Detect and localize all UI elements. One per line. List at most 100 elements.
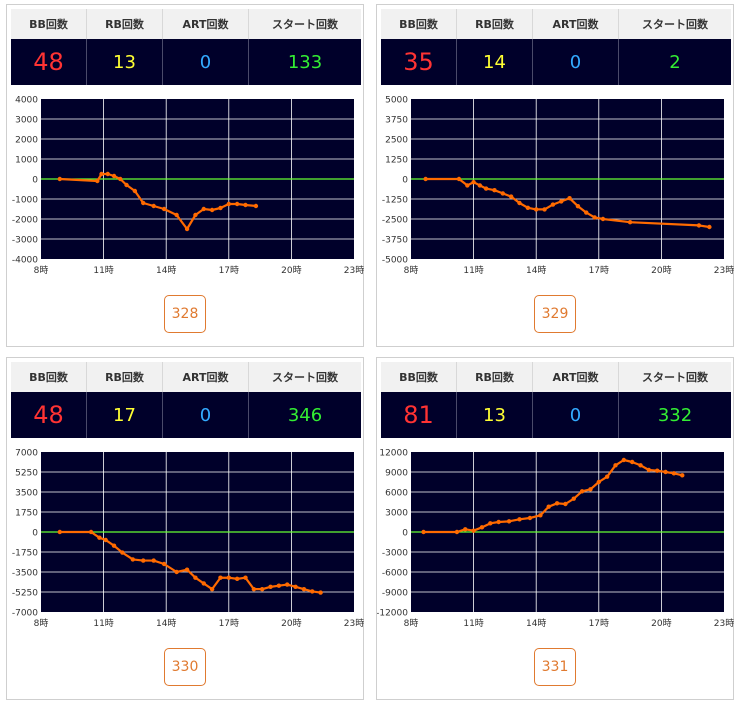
start-count: 346 (287, 404, 323, 426)
bb-header: BB回数 (381, 9, 457, 39)
x-tick-label: 23時 (714, 265, 734, 276)
y-tick-label: 4000 (15, 96, 38, 106)
y-tick-label: 5250 (15, 469, 38, 479)
machine-number-button[interactable]: 329 (534, 295, 576, 333)
y-tick-label: 6000 (385, 489, 408, 499)
x-tick-label: 11時 (463, 618, 483, 629)
data-point (57, 529, 62, 535)
y-tick-label: 7000 (15, 449, 38, 459)
data-point (226, 201, 231, 207)
data-point (707, 224, 712, 230)
data-point (141, 558, 146, 563)
y-tick-label: 9000 (385, 469, 408, 479)
data-point (310, 589, 315, 594)
data-point (567, 196, 572, 201)
art-count: 0 (163, 392, 249, 438)
bb-header: BB回数 (11, 9, 87, 39)
art-header: ART回数 (163, 9, 249, 39)
data-point (318, 590, 323, 595)
y-tick-label: -3000 (12, 236, 38, 246)
data-point (525, 205, 531, 210)
x-tick-label: 20時 (281, 265, 301, 276)
data-point (293, 584, 298, 590)
data-point (600, 216, 606, 222)
x-tick-label: 23時 (344, 265, 364, 276)
series-line (423, 458, 683, 534)
data-point (103, 537, 108, 543)
data-point (584, 210, 589, 215)
data-point (120, 550, 125, 555)
data-point (500, 191, 506, 196)
data-point (479, 525, 485, 530)
data-point (638, 463, 643, 468)
y-tick-label: -6000 (382, 569, 408, 579)
rb-header: RB回数 (87, 9, 163, 39)
data-point (613, 463, 618, 468)
data-point (251, 586, 257, 592)
x-tick-label: 14時 (156, 265, 176, 276)
machine-number-button[interactable]: 331 (534, 648, 576, 686)
data-point (151, 558, 156, 563)
data-point (201, 581, 206, 586)
data-point (88, 529, 94, 535)
data-point (218, 205, 223, 211)
data-point (105, 171, 110, 177)
data-point (671, 471, 677, 476)
rb-count: 13 (457, 392, 533, 438)
header-row: BB回数 RB回数 ART回数 スタート回数 (11, 362, 361, 392)
data-point (550, 202, 556, 207)
data-point (546, 504, 551, 509)
data-point (184, 567, 190, 572)
data-point (506, 519, 512, 524)
data-point (621, 457, 627, 463)
data-point (161, 561, 167, 567)
data-point (174, 569, 179, 575)
y-tick-label: 0 (402, 176, 408, 186)
y-tick-label: 1000 (15, 156, 38, 166)
y-tick-label: 2000 (15, 136, 38, 146)
data-point (542, 207, 547, 212)
data-point (538, 513, 543, 518)
x-tick-label: 20時 (651, 265, 671, 276)
art-header: ART回数 (533, 9, 619, 39)
data-point (483, 186, 489, 191)
y-tick-label: -7000 (12, 609, 38, 619)
data-point (118, 176, 123, 182)
data-point (563, 501, 568, 507)
data-point (454, 529, 460, 535)
y-tick-label: -1000 (12, 196, 38, 206)
rb-count: 13 (87, 39, 163, 85)
data-point (130, 557, 136, 562)
machine-number-button[interactable]: 328 (164, 295, 206, 333)
data-point (174, 212, 179, 218)
data-point (276, 583, 282, 588)
x-tick-label: 11時 (93, 265, 113, 276)
data-point (234, 201, 240, 207)
machine-panel: BB回数 RB回数 ART回数 スタート回数 81 13 0 332 12000… (376, 357, 734, 700)
bb-count: 48 (11, 392, 87, 438)
y-tick-label: 0 (32, 176, 38, 186)
x-tick-label: 14時 (526, 618, 546, 629)
data-point (57, 176, 62, 182)
y-tick-label: -3500 (12, 569, 38, 579)
data-point (596, 479, 601, 485)
y-tick-label: -2500 (382, 216, 408, 226)
data-point (655, 468, 660, 473)
data-point (111, 173, 117, 179)
machine-panel: BB回数 RB回数 ART回数 スタート回数 48 13 0 133 4000 3… (6, 4, 364, 347)
data-point (477, 183, 483, 188)
data-point (421, 529, 426, 535)
data-point (301, 586, 307, 592)
y-tick-label: -3000 (382, 549, 408, 559)
y-tick-label: 5000 (385, 96, 408, 106)
data-point (423, 176, 428, 182)
value-row: 35 14 0 2 (381, 39, 731, 85)
start-count: 332 (657, 404, 693, 426)
data-point (465, 183, 470, 188)
data-point (209, 586, 215, 592)
data-point (193, 575, 198, 580)
data-point (97, 535, 102, 540)
data-point (663, 469, 668, 475)
machine-number-button[interactable]: 330 (164, 648, 206, 686)
